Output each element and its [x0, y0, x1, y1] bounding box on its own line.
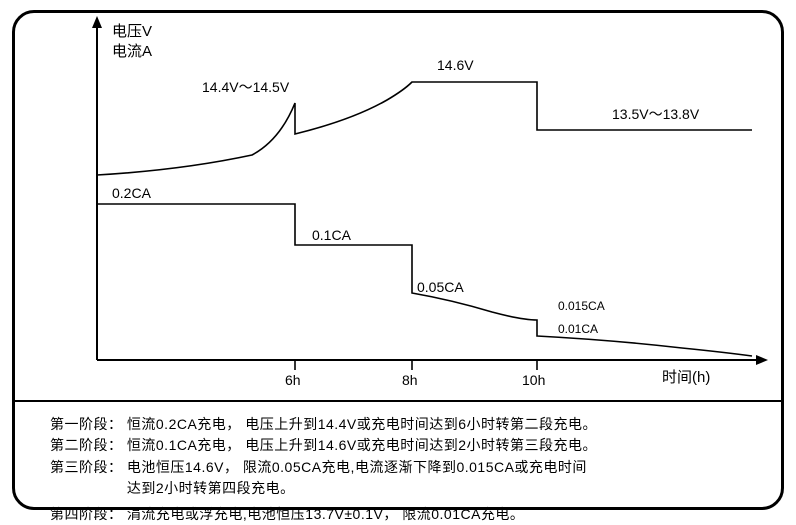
- desc-stage-4: 第四阶段： 涓流充电或浮充电,电池恒压13.7V±0.1V， 限流0.01CA充…: [50, 504, 770, 524]
- x-tick-label-6h: 6h: [285, 372, 301, 388]
- y-axis-arrow: [92, 16, 102, 28]
- current-label-2: 0.1CA: [312, 227, 352, 243]
- x-axis-label: 时间(h): [662, 369, 710, 386]
- desc-stage-2: 第二阶段： 恒流0.1CA充电， 电压上升到14.6V或充电时间达到2小时转第三…: [50, 435, 770, 455]
- y-axis-label-voltage: 电压V: [112, 23, 152, 40]
- desc-stage-1: 第一阶段： 恒流0.2CA充电， 电压上升到14.4V或充电时间达到6小时转第二…: [50, 414, 770, 434]
- divider-line: [12, 400, 784, 402]
- y-axis-label-current: 电流A: [112, 43, 152, 60]
- current-label-3: 0.05CA: [417, 279, 464, 295]
- current-label-5: 0.01CA: [558, 322, 598, 336]
- x-tick-label-8h: 8h: [402, 372, 418, 388]
- voltage-label-2: 14.6V: [437, 57, 474, 73]
- chart-area: 电压V 电流A 时间(h) 6h 8h 10h 14.4V～14.5V 14.6…: [12, 10, 784, 400]
- desc-stage-3b: 达到2小时转第四段充电。: [50, 478, 770, 498]
- chart-svg: 电压V 电流A 时间(h) 6h 8h 10h 14.4V～14.5V 14.6…: [12, 10, 784, 400]
- voltage-label-3: 13.5V～13.8V: [612, 106, 700, 122]
- current-label-1: 0.2CA: [112, 185, 152, 201]
- current-label-4: 0.015CA: [558, 299, 605, 313]
- voltage-curve: [97, 82, 752, 175]
- description-text: 第一阶段： 恒流0.2CA充电， 电压上升到14.4V或充电时间达到6小时转第二…: [50, 414, 770, 525]
- x-axis-arrow: [756, 355, 768, 365]
- voltage-label-1: 14.4V～14.5V: [202, 79, 290, 95]
- desc-stage-3a: 第三阶段： 电池恒压14.6V， 限流0.05CA充电,电流逐渐下降到0.015…: [50, 457, 770, 477]
- x-tick-label-10h: 10h: [522, 372, 545, 388]
